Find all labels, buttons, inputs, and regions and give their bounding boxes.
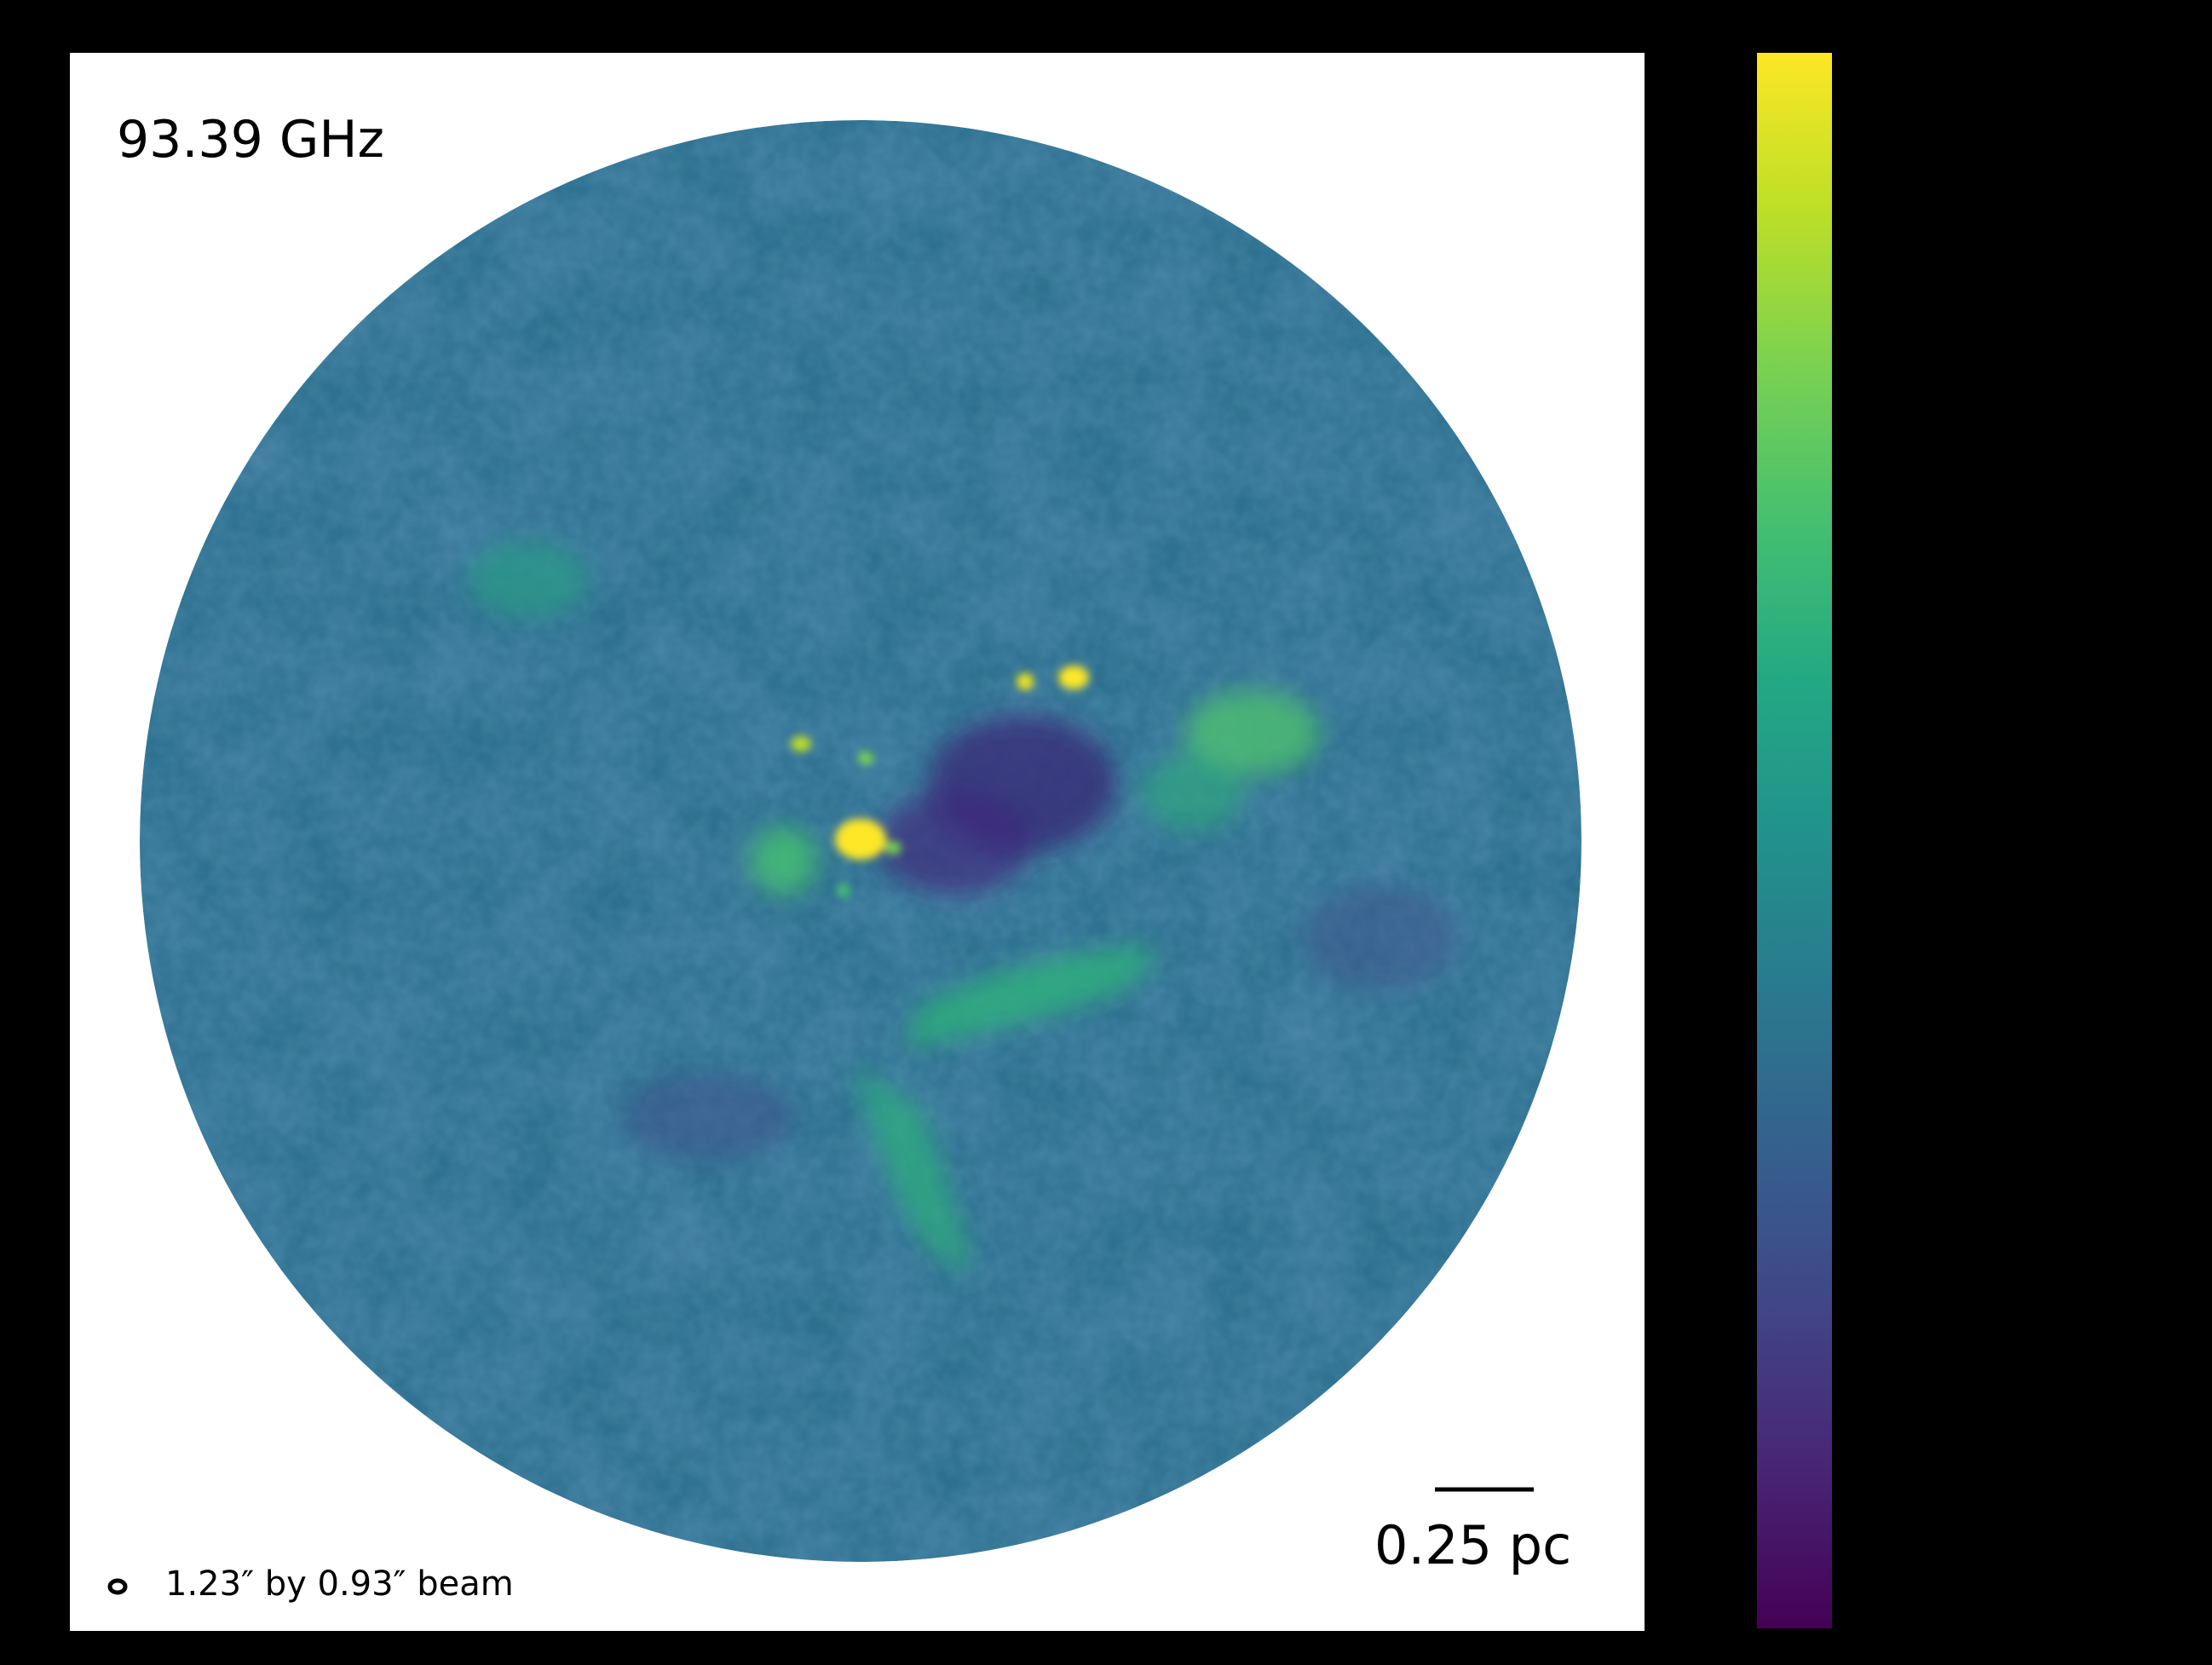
frequency-label: 93.39 GHz xyxy=(117,110,384,170)
beam-label: 1.23″ by 0.93″ beam xyxy=(165,1564,514,1604)
compact-sources xyxy=(791,665,1089,897)
colorbar-tick-label: −0.02 xyxy=(1863,1489,2019,1548)
colorbar-ticks: −0.02 −0.01 0.00 0.01 0.02 0.03 0.04 xyxy=(1834,135,2019,1548)
colorbar-tick-label: 0.03 xyxy=(1863,360,1977,420)
colorbar-tick-label: 0.01 xyxy=(1863,812,1977,872)
colorbar-tick-label: −0.01 xyxy=(1863,1263,2019,1322)
emission-map xyxy=(140,120,1581,1562)
colorbar-label: Brightness temperature [K] xyxy=(2072,501,2130,1178)
scale-bar-label: 0.25 pc xyxy=(1374,1514,1571,1576)
beam-ellipse xyxy=(107,1578,128,1595)
colorbar-tick-label: 0.04 xyxy=(1863,135,1977,194)
colorbar-tick-label: 0.02 xyxy=(1863,586,1977,646)
colorbar-tick-label: 0.00 xyxy=(1863,1037,1977,1097)
colorbar xyxy=(1754,49,1835,1632)
extended-emission xyxy=(469,541,1457,1271)
